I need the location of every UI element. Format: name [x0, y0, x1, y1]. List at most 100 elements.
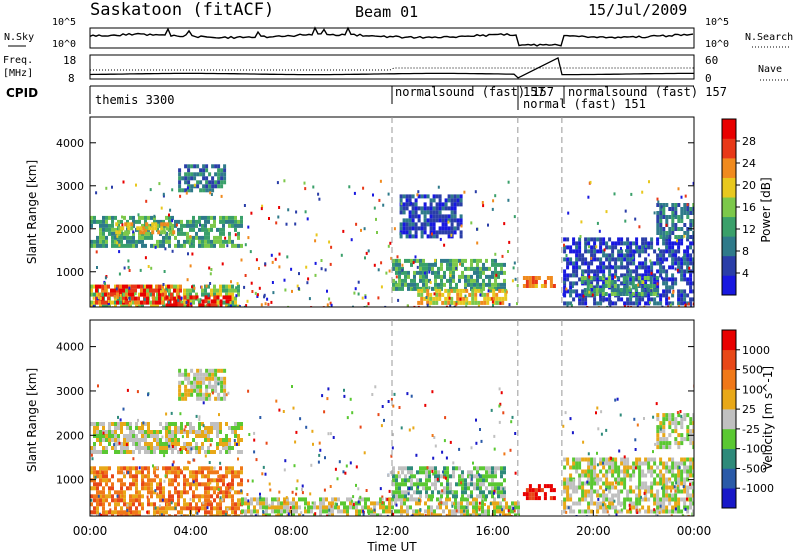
velocity-cell: [277, 505, 280, 510]
power-cell: [650, 261, 654, 266]
velocity-cell: [692, 512, 694, 516]
velocity-cell: [488, 466, 491, 471]
power-cell: [105, 243, 108, 248]
velocity-cell: [656, 505, 660, 510]
power-cell: [108, 304, 111, 307]
power-cell: [142, 230, 146, 235]
velocity-cell: [686, 485, 690, 490]
velocity-cell: [168, 446, 171, 450]
velocity-cell: [599, 469, 603, 474]
power-cell: [485, 266, 488, 271]
velocity-cell: [599, 461, 603, 466]
power-cell: [453, 198, 457, 203]
velocity-cell: [566, 457, 570, 462]
power-cell: [671, 231, 675, 235]
velocity-cell: [204, 474, 207, 479]
power-cell: [596, 265, 600, 270]
velocity-cell: [219, 490, 222, 495]
velocity-cell: [93, 506, 96, 511]
velocity-cell: [680, 469, 684, 474]
power-cell: [671, 285, 675, 290]
velocity-cell: [322, 509, 325, 514]
cpid-change-lines: [391, 117, 563, 516]
velocity-cell: [111, 486, 114, 491]
velocity-cell: [99, 450, 102, 454]
velocity-cell: [626, 465, 630, 470]
power-cell: [628, 288, 632, 292]
velocity-cell: [234, 510, 237, 515]
velocity-cell: [572, 465, 576, 470]
velocity-cell: [213, 506, 216, 511]
velocity-cell: [187, 376, 191, 381]
velocity-cell: [141, 502, 144, 507]
velocity-cell: [671, 497, 675, 502]
velocity-cell: [502, 513, 505, 516]
velocity-cell: [656, 429, 660, 434]
velocity-cell: [433, 509, 436, 514]
velocity-cell: [410, 470, 413, 475]
velocity-cell: [431, 434, 434, 437]
velocity-cell: [478, 505, 481, 510]
power-cell: [476, 270, 479, 275]
power-cell: [444, 218, 448, 223]
velocity-cell: [596, 406, 599, 410]
power-cell: [102, 231, 105, 236]
velocity-cell: [677, 509, 681, 514]
power-cell: [653, 289, 657, 294]
power-cell: [689, 257, 693, 262]
velocity-cell: [199, 380, 203, 385]
velocity-cell: [183, 486, 186, 491]
velocity-cell: [147, 486, 150, 491]
velocity-cell: [198, 506, 201, 511]
power-cell: [632, 249, 636, 254]
velocity-cell: [262, 497, 265, 502]
velocity-cell: [599, 457, 603, 462]
velocity-cell: [177, 450, 180, 454]
power-ytick-label: 2000: [56, 223, 84, 236]
power-cell: [404, 282, 407, 287]
power-cell: [156, 227, 159, 232]
power-cell: [190, 164, 194, 169]
power-cell: [629, 277, 633, 282]
velocity-cell: [220, 380, 224, 385]
velocity-cell: [304, 506, 307, 510]
power-cell: [692, 265, 694, 270]
power-cell: [413, 286, 416, 291]
velocity-cell: [424, 514, 427, 516]
power-cell: [199, 298, 202, 302]
power-cell: [662, 237, 666, 242]
power-cell: [504, 296, 508, 301]
velocity-cell: [96, 513, 99, 516]
velocity-cell: [367, 509, 370, 514]
velocity-cell: [659, 427, 662, 431]
power-cell: [549, 280, 553, 284]
velocity-cell: [608, 505, 612, 510]
velocity-cell: [665, 445, 669, 450]
power-cell: [635, 301, 639, 306]
velocity-cell: [237, 438, 240, 442]
velocity-cell: [444, 416, 447, 420]
power-cell: [428, 278, 431, 283]
power-cell: [620, 297, 624, 302]
power-cell: [672, 214, 675, 217]
velocity-cell: [126, 514, 129, 516]
power-cell: [598, 276, 602, 280]
power-cell: [488, 278, 491, 283]
velocity-cell: [656, 473, 660, 478]
power-cell: [674, 277, 678, 282]
velocity-cell: [289, 509, 292, 514]
power-cell: [464, 294, 467, 298]
power-cell: [426, 210, 430, 215]
power-cell: [128, 296, 131, 300]
power-cell: [459, 297, 462, 301]
velocity-cell: [608, 513, 611, 516]
velocity-cell: [165, 430, 168, 434]
velocity-cell: [460, 497, 463, 502]
power-cell: [444, 230, 448, 235]
velocity-cell: [461, 486, 464, 491]
power-cell: [641, 245, 645, 250]
velocity-cell: [159, 438, 162, 442]
power-cell: [441, 218, 445, 223]
power-cell: [420, 206, 424, 211]
velocity-cell: [416, 478, 419, 483]
